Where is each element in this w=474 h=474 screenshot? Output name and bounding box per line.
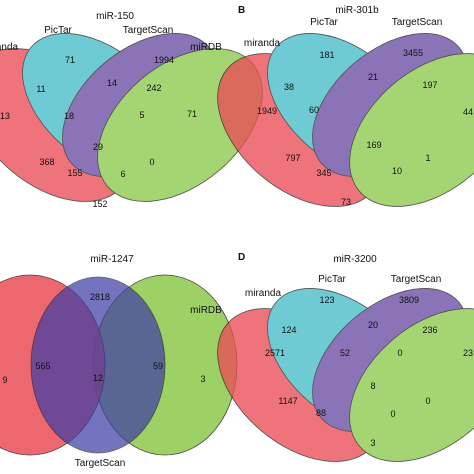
count-miranda-pictar-mirdb: 0 [390, 409, 395, 419]
count-pictar-targetscan: 14 [107, 78, 117, 88]
count-targetscan-mirdb: 59 [153, 361, 163, 371]
panel-title: miR-150 [96, 11, 134, 22]
count-miranda-mirdb: 73 [341, 197, 351, 207]
set-label-targetscan: TargetScan [391, 274, 442, 285]
count-mirdb-only: 44 [463, 107, 473, 117]
count-miranda-mirdb: 3 [370, 438, 375, 448]
panel-mir-301b: B miR-301b miranda PicTar TargetScan 194… [217, 5, 474, 207]
count-all-four: 8 [370, 381, 375, 391]
set-label-mirdb: miRDB [190, 305, 222, 316]
count-targetscan-mirdb: 242 [146, 83, 161, 93]
set-ellipse-targetscan [30, 276, 166, 454]
set-label-miranda: miranda [245, 288, 282, 299]
panel-mir-3200: D miR-3200 miranda PicTar TargetScan 257… [217, 252, 474, 462]
set-ellipse-mirdb [349, 53, 474, 207]
count-pictar-targetscan-mirdb: 0 [397, 348, 402, 358]
count-mirdb-only: 3 [200, 374, 205, 384]
set-label-pictar: PicTar [44, 25, 72, 36]
count-targetscan-mirdb: 197 [422, 80, 437, 90]
count-mirdb-only: 71 [187, 109, 197, 119]
count-all-four: 29 [93, 142, 103, 152]
count-miranda-pictar: 38 [284, 82, 294, 92]
count-pictar-targetscan: 21 [368, 72, 378, 82]
count-all-four: 169 [366, 140, 381, 150]
count-pictar-only: 123 [319, 295, 334, 305]
panel-letter: B [238, 5, 245, 16]
panel-title: miR-3200 [333, 254, 377, 265]
count-miranda-only: 2571 [265, 348, 285, 358]
panel-mir-1247: miR-1247 TargetScan miRDB 9 565 2818 12 … [0, 254, 238, 469]
count-miranda-targetscan: 797 [285, 153, 300, 163]
count-miranda-targetscan-mirdb: 88 [316, 408, 326, 418]
count-miranda-only: 6013 [0, 111, 10, 121]
count-miranda-targetscan: 368 [39, 157, 54, 167]
count-miranda-mirdb: 152 [92, 199, 107, 209]
panel-letter: D [238, 252, 245, 263]
panel-title: miR-301b [335, 5, 379, 16]
count-pictar-targetscan: 20 [368, 320, 378, 330]
set-label-pictar: PicTar [310, 17, 338, 28]
count-miranda-pictar: 124 [281, 325, 296, 335]
count-targetscan-only: 3809 [399, 295, 419, 305]
count-miranda-pictar-mirdb: 10 [392, 166, 402, 176]
count-targetscan-mirdb: 236 [422, 325, 437, 335]
count-all-three: 12 [93, 373, 103, 383]
count-miranda-only: 1949 [257, 106, 277, 116]
count-miranda-pictar-targetscan: 60 [309, 105, 319, 115]
count-targetscan-only: 2818 [90, 292, 110, 302]
count-miranda-targetscan-mirdb: 155 [67, 168, 82, 178]
set-label-pictar: PicTar [318, 274, 346, 285]
set-label-targetscan: TargetScan [392, 17, 443, 28]
set-label-targetscan: TargetScan [123, 25, 174, 36]
panel-title: miR-1247 [90, 254, 134, 265]
set-label-mirdb: miRDB [190, 42, 222, 53]
set-label-miranda: miranda [0, 42, 18, 53]
count-mirdb-only: 23 [463, 348, 473, 358]
set-ellipse-mirdb [349, 308, 474, 462]
count-pictar-mirdb: 0 [149, 157, 154, 167]
count-miranda-pictar-mirdb: 6 [120, 169, 125, 179]
count-pictar-only: 71 [65, 55, 75, 65]
count-targetscan-only: 1994 [154, 55, 174, 65]
count-targetscan-only: 3455 [403, 48, 423, 58]
count-miranda-pictar-targetscan: 18 [64, 111, 74, 121]
count-miranda-targetscan-mirdb: 345 [316, 168, 331, 178]
count-miranda-targetscan: 1147 [278, 396, 297, 406]
count-pictar-targetscan-mirdb: 5 [139, 110, 144, 120]
count-miranda-only: 9 [2, 375, 7, 385]
set-label-miranda: miranda [244, 38, 281, 49]
count-pictar-mirdb: 1 [425, 153, 430, 163]
set-label-targetscan: TargetScan [75, 458, 126, 469]
count-pictar-only: 181 [319, 50, 334, 60]
count-pictar-mirdb: 0 [425, 396, 430, 406]
count-miranda-targetscan: 565 [35, 361, 50, 371]
count-miranda-pictar-targetscan: 52 [340, 348, 350, 358]
count-miranda-pictar: 11 [36, 84, 45, 94]
